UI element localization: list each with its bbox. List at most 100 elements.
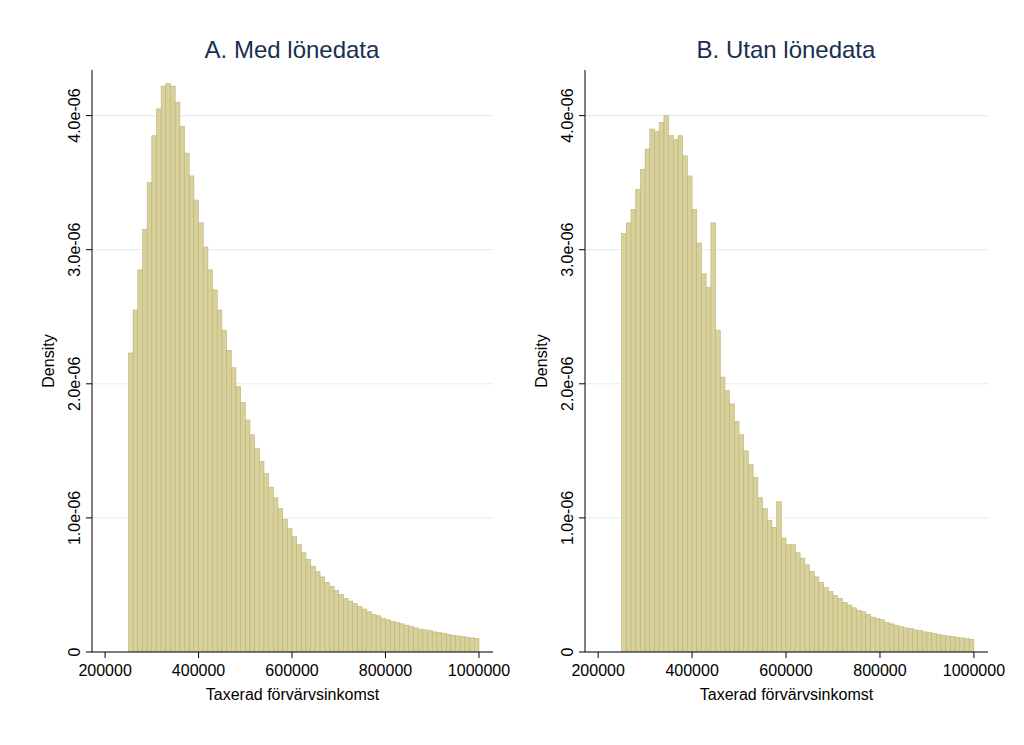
histogram-bar <box>395 622 400 652</box>
y-tick-label: 2.0e-06 <box>559 357 576 411</box>
y-tick-label: 4.0e-06 <box>66 88 83 142</box>
histogram-bar <box>428 631 433 652</box>
x-tick-label: 400000 <box>665 662 718 679</box>
histogram-bar <box>922 632 927 652</box>
x-axis-title: Taxerad förvärvsinkomst <box>206 686 380 703</box>
y-tick <box>579 383 585 384</box>
histogram-bar <box>852 608 857 652</box>
y-tick <box>86 652 92 653</box>
histogram-bar <box>171 86 176 652</box>
histogram-bar <box>725 391 730 652</box>
y-tick <box>579 115 585 116</box>
y-axis-line <box>92 70 93 652</box>
histogram-bar <box>404 625 409 652</box>
histogram-bar <box>969 639 974 652</box>
histogram-bar <box>819 582 824 652</box>
histogram-bar <box>287 529 292 652</box>
background <box>0 0 1024 745</box>
histogram-bar <box>659 122 664 652</box>
histogram-bar <box>622 234 627 652</box>
histogram-bar <box>390 621 395 652</box>
y-tick <box>86 115 92 116</box>
histogram-bar <box>791 545 796 652</box>
histogram-bar <box>269 487 274 652</box>
x-tick <box>786 652 787 658</box>
histogram-bar <box>376 616 381 652</box>
histogram-bar <box>236 386 241 652</box>
histogram-bar <box>880 620 885 652</box>
grid-line <box>585 115 988 116</box>
histogram-bar <box>800 558 805 652</box>
y-tick <box>579 652 585 653</box>
y-tick-label: 0 <box>559 647 576 656</box>
histogram-bar <box>283 519 288 652</box>
histogram-bar <box>423 630 428 652</box>
x-tick <box>105 652 106 658</box>
histogram-bar <box>367 612 372 652</box>
histogram-bar <box>763 509 768 652</box>
histogram-bar <box>353 604 358 652</box>
histogram-bar <box>739 435 744 652</box>
histogram-bar <box>946 636 951 652</box>
x-tick-label: 1000000 <box>943 662 1005 679</box>
histogram-bar <box>161 86 166 652</box>
histogram-bar <box>474 639 479 652</box>
y-tick-label: 3.0e-06 <box>66 222 83 276</box>
y-tick-label: 3.0e-06 <box>559 222 576 276</box>
y-tick-label: 2.0e-06 <box>66 357 83 411</box>
chart-title: B. Utan lönedata <box>697 36 876 63</box>
histogram-bar <box>899 627 904 652</box>
histogram-bar <box>241 403 246 652</box>
histogram-bar <box>950 637 955 652</box>
histogram-bar <box>437 633 442 652</box>
y-tick-label: 1.0e-06 <box>66 491 83 545</box>
histogram-bar <box>259 462 264 652</box>
y-tick-label: 4.0e-06 <box>559 88 576 142</box>
histogram-bar <box>432 632 437 652</box>
histogram-bar <box>833 596 838 652</box>
histogram-bar <box>166 83 171 652</box>
histogram-bar <box>941 635 946 652</box>
histogram-bar <box>156 109 161 652</box>
x-tick-label: 800000 <box>359 662 412 679</box>
histogram-bar <box>278 509 283 652</box>
histogram-bar <box>701 274 706 652</box>
histogram-bar <box>292 537 297 652</box>
histogram-bar <box>734 421 739 652</box>
histogram-bar <box>683 156 688 652</box>
histogram-bar <box>960 638 965 652</box>
histogram-bar <box>795 553 800 652</box>
histogram-bar <box>636 189 641 652</box>
histogram-bar <box>456 636 461 652</box>
histogram-bar <box>231 368 236 652</box>
x-tick <box>385 652 386 658</box>
histogram-bar <box>343 598 348 652</box>
x-tick <box>478 652 479 658</box>
histogram-bar <box>918 631 923 652</box>
histogram-bar <box>861 612 866 652</box>
x-tick <box>598 652 599 658</box>
histogram-bar <box>203 247 208 652</box>
histogram-bar <box>451 635 456 652</box>
x-tick-label: 400000 <box>172 662 225 679</box>
histogram-bar <box>716 330 721 652</box>
histogram-bar <box>255 448 260 652</box>
histogram-bar <box>400 624 405 652</box>
y-tick <box>579 249 585 250</box>
histogram-bar <box>777 502 782 652</box>
histogram-bar <box>810 572 815 652</box>
histogram-bar <box>320 577 325 652</box>
histogram-bar <box>175 102 180 652</box>
histogram-bar <box>142 230 147 652</box>
y-tick-label: 1.0e-06 <box>559 491 576 545</box>
histogram-bar <box>678 136 683 652</box>
histogram-bar <box>245 420 250 652</box>
x-tick-label: 800000 <box>853 662 906 679</box>
histogram-bar <box>748 464 753 652</box>
histogram-bar <box>650 129 655 652</box>
histogram-bar <box>306 559 311 652</box>
x-tick <box>879 652 880 658</box>
histogram-bar <box>325 582 330 652</box>
histogram-bar <box>222 330 227 652</box>
histogram-bar <box>908 629 913 652</box>
